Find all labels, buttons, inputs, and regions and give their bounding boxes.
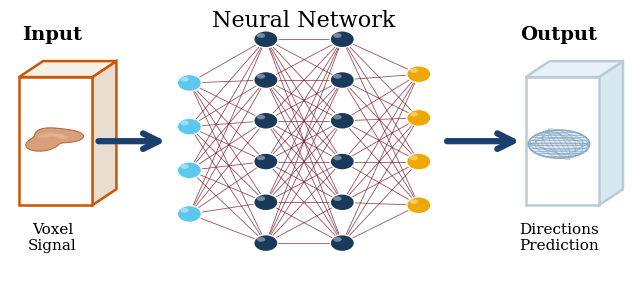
Ellipse shape	[177, 206, 202, 223]
Ellipse shape	[177, 118, 202, 135]
Ellipse shape	[257, 237, 265, 242]
Ellipse shape	[253, 31, 278, 48]
Ellipse shape	[410, 68, 418, 73]
Ellipse shape	[253, 194, 278, 211]
Polygon shape	[19, 77, 92, 205]
Ellipse shape	[406, 66, 431, 83]
Ellipse shape	[406, 197, 431, 214]
Ellipse shape	[253, 112, 278, 129]
Ellipse shape	[44, 133, 56, 137]
Polygon shape	[92, 61, 116, 205]
Ellipse shape	[177, 74, 202, 91]
Ellipse shape	[257, 33, 265, 38]
Ellipse shape	[406, 153, 431, 170]
Ellipse shape	[330, 153, 355, 170]
Ellipse shape	[330, 235, 355, 252]
Text: Neural Network: Neural Network	[212, 10, 396, 32]
Ellipse shape	[58, 136, 69, 139]
Text: Directions
Prediction: Directions Prediction	[519, 223, 599, 253]
Ellipse shape	[333, 196, 342, 201]
Ellipse shape	[257, 156, 265, 160]
Polygon shape	[19, 61, 116, 77]
Ellipse shape	[180, 208, 189, 213]
Polygon shape	[599, 61, 623, 205]
Ellipse shape	[406, 109, 431, 126]
Ellipse shape	[333, 156, 342, 160]
Ellipse shape	[253, 153, 278, 170]
Ellipse shape	[333, 115, 342, 119]
Ellipse shape	[177, 162, 202, 179]
Ellipse shape	[333, 74, 342, 79]
Ellipse shape	[330, 31, 355, 48]
Ellipse shape	[333, 237, 342, 242]
Polygon shape	[525, 77, 599, 205]
Ellipse shape	[410, 156, 418, 160]
Ellipse shape	[257, 115, 265, 119]
Ellipse shape	[330, 71, 355, 88]
Ellipse shape	[333, 33, 342, 38]
Ellipse shape	[180, 77, 189, 81]
Ellipse shape	[257, 196, 265, 201]
Ellipse shape	[410, 199, 418, 204]
Text: Input: Input	[22, 26, 83, 44]
Ellipse shape	[257, 74, 265, 79]
Polygon shape	[26, 128, 83, 151]
Ellipse shape	[330, 112, 355, 129]
Ellipse shape	[529, 130, 589, 158]
Ellipse shape	[253, 71, 278, 88]
Ellipse shape	[180, 121, 189, 125]
Ellipse shape	[330, 194, 355, 211]
Ellipse shape	[38, 134, 49, 138]
Ellipse shape	[180, 164, 189, 169]
Ellipse shape	[410, 112, 418, 116]
Text: Voxel
Signal: Voxel Signal	[28, 223, 77, 253]
Polygon shape	[525, 61, 623, 77]
Text: Output: Output	[520, 26, 598, 44]
Ellipse shape	[253, 235, 278, 252]
Ellipse shape	[52, 133, 64, 137]
